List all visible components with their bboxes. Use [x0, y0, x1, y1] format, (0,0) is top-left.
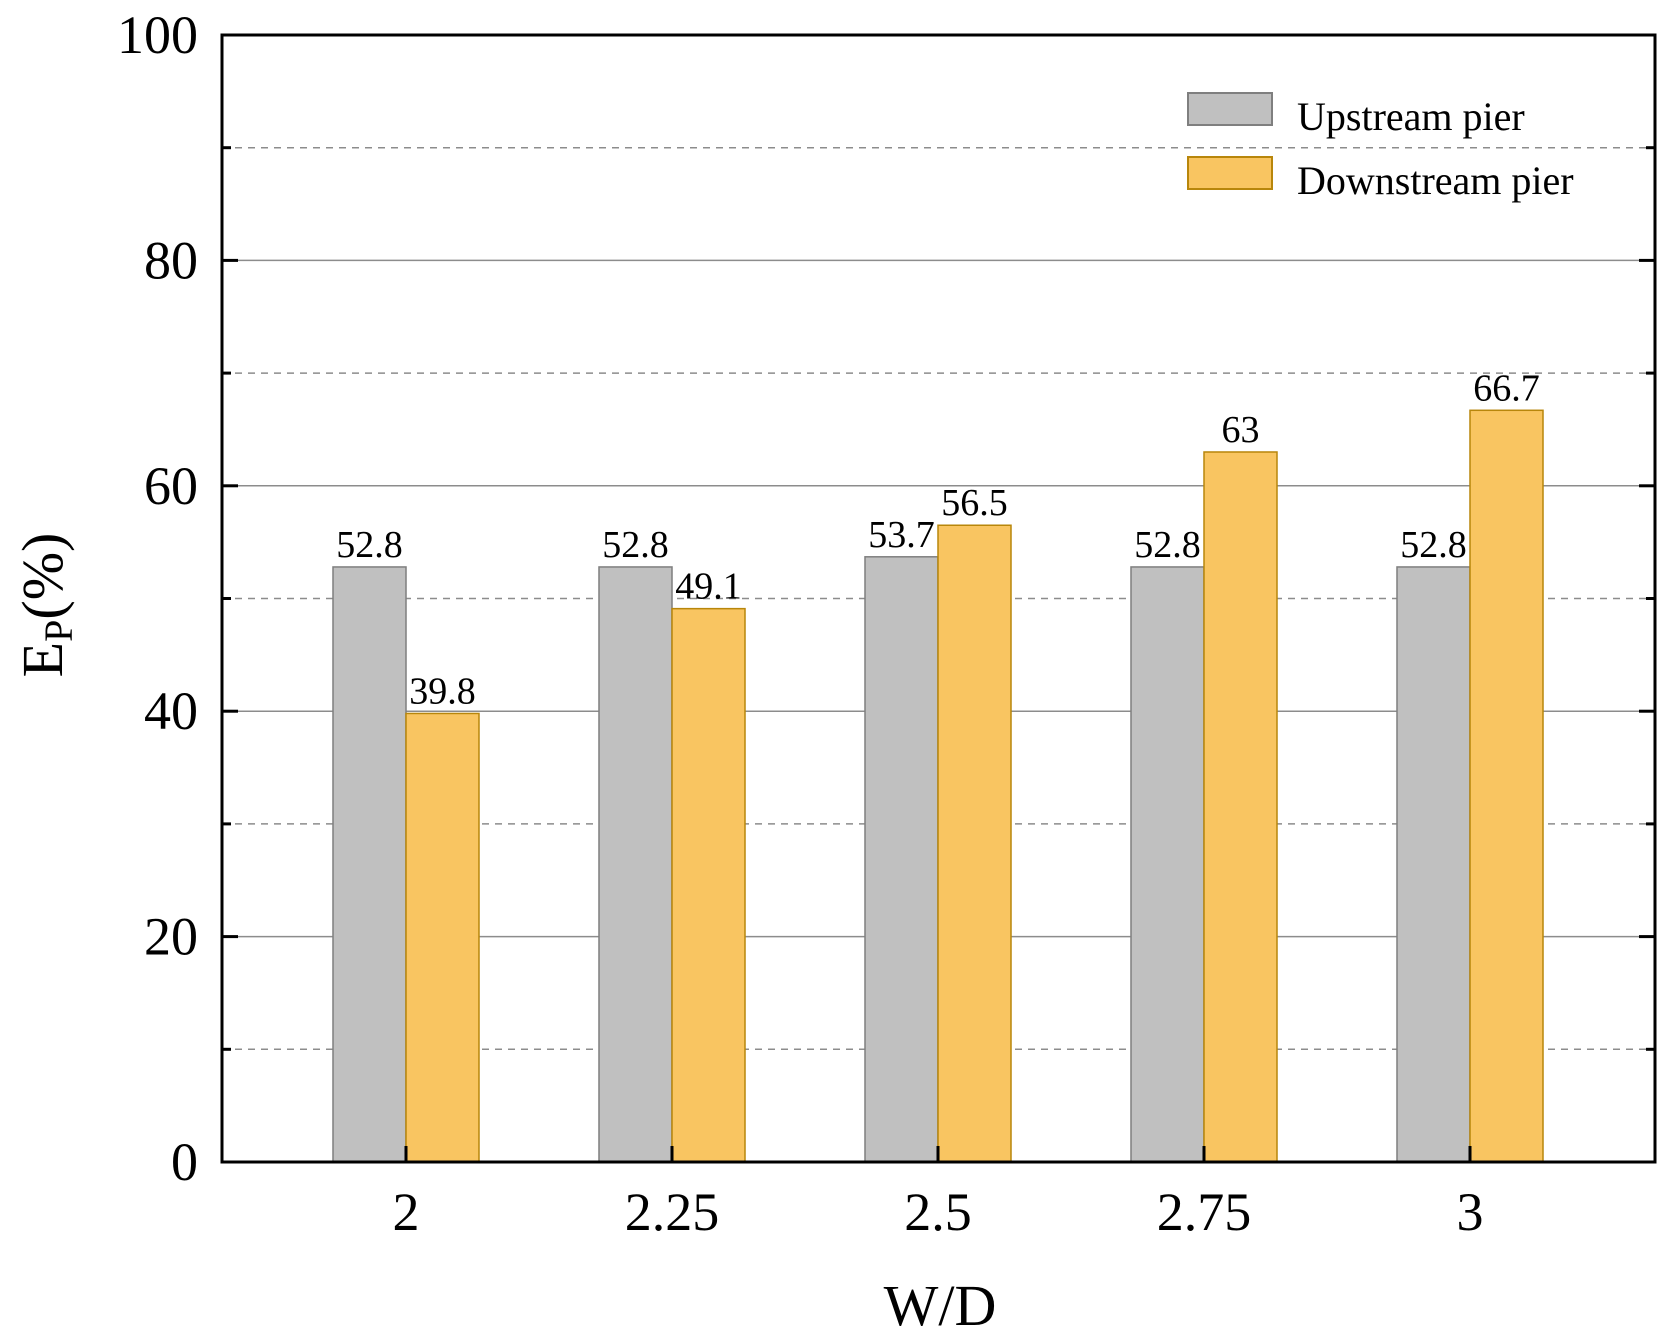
bar-upstream	[864, 556, 939, 1163]
x-tick-label: 2	[393, 1182, 420, 1242]
y-tick-label: 80	[144, 230, 198, 290]
legend-label-upstream: Upstream pier	[1297, 94, 1525, 139]
bars	[332, 409, 1544, 1163]
bar-downstream	[1469, 409, 1544, 1163]
bar-value-label: 56.5	[941, 482, 1008, 524]
x-tick-label: 2.5	[904, 1182, 972, 1242]
bar-upstream	[598, 566, 673, 1163]
bar-value-label: 63	[1222, 409, 1260, 451]
bar-upstream	[332, 566, 407, 1163]
y-axis-title-sub: P	[36, 620, 81, 642]
bar-value-label: 52.8	[1134, 524, 1201, 566]
bar-downstream	[671, 607, 746, 1163]
bar-value-label: 39.8	[409, 670, 476, 712]
bar-value-label: 52.8	[602, 524, 669, 566]
bar-downstream	[405, 712, 480, 1163]
x-axis-title: W/D	[884, 1273, 997, 1336]
bar-value-label: 53.7	[868, 514, 935, 556]
bar-value-label: 52.8	[336, 524, 403, 566]
bar-upstream	[1130, 566, 1205, 1163]
x-tick-label: 2.75	[1157, 1182, 1252, 1242]
y-axis-title: EP(%)	[10, 533, 81, 678]
bar-upstream	[1396, 566, 1471, 1163]
bar-value-label: 49.1	[675, 566, 742, 608]
y-tick-label: 60	[144, 456, 198, 516]
legend: Upstream pier Downstream pier	[1187, 92, 1574, 203]
axis-ticks: 0 20 40 60 80 100 2 2.25 2.5 2.75 3	[117, 5, 1655, 1242]
legend-swatch-upstream	[1187, 92, 1273, 126]
legend-swatch-downstream	[1187, 156, 1273, 190]
legend-label-downstream: Downstream pier	[1297, 158, 1574, 203]
y-axis-title-suffix: (%)	[10, 533, 75, 620]
y-tick-label: 40	[144, 681, 198, 741]
y-tick-label: 100	[117, 5, 198, 65]
x-tick-label: 3	[1457, 1182, 1484, 1242]
bar-downstream	[1203, 451, 1278, 1163]
bar-value-label: 52.8	[1400, 524, 1467, 566]
x-tick-label: 2.25	[625, 1182, 720, 1242]
bar-value-label: 66.7	[1473, 367, 1540, 409]
bar-downstream	[937, 524, 1012, 1163]
y-axis-title-main: E	[10, 642, 75, 677]
y-tick-label: 0	[171, 1132, 198, 1192]
y-tick-label: 20	[144, 907, 198, 967]
